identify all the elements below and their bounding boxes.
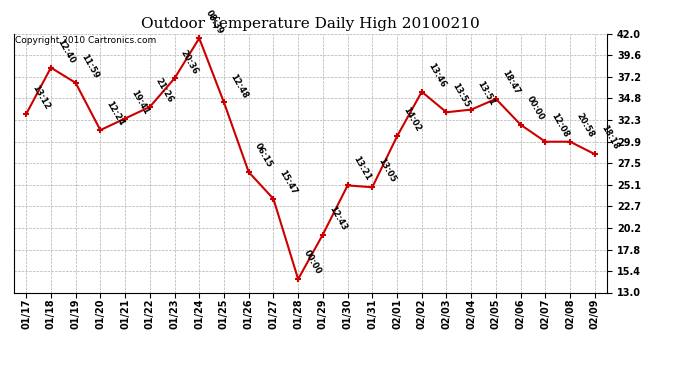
Text: 12:08: 12:08 [549,111,571,139]
Text: 13:21: 13:21 [352,155,373,183]
Text: 13:12: 13:12 [30,84,52,111]
Text: 14:02: 14:02 [401,106,422,134]
Text: 12:40: 12:40 [55,37,76,65]
Text: 12:48: 12:48 [228,72,249,100]
Title: Outdoor Temperature Daily High 20100210: Outdoor Temperature Daily High 20100210 [141,17,480,31]
Text: 11:59: 11:59 [80,53,101,80]
Text: 18:18: 18:18 [599,124,620,152]
Text: 06:15: 06:15 [253,142,274,169]
Text: 21:26: 21:26 [154,76,175,104]
Text: 13:05: 13:05 [377,157,397,184]
Text: 18:47: 18:47 [500,69,521,96]
Text: 00:00: 00:00 [302,249,324,276]
Text: 00:00: 00:00 [525,94,546,122]
Text: 12:24: 12:24 [104,99,126,128]
Text: 12:43: 12:43 [327,204,348,232]
Text: 20:36: 20:36 [179,48,200,76]
Text: Copyright 2010 Cartronics.com: Copyright 2010 Cartronics.com [15,36,156,45]
Text: 08:39: 08:39 [204,8,224,35]
Text: 15:47: 15:47 [277,168,299,196]
Text: 20:58: 20:58 [574,111,595,139]
Text: 19:41: 19:41 [129,88,150,116]
Text: 13:51: 13:51 [475,79,497,107]
Text: 13:46: 13:46 [426,61,447,89]
Text: 13:55: 13:55 [451,82,472,110]
